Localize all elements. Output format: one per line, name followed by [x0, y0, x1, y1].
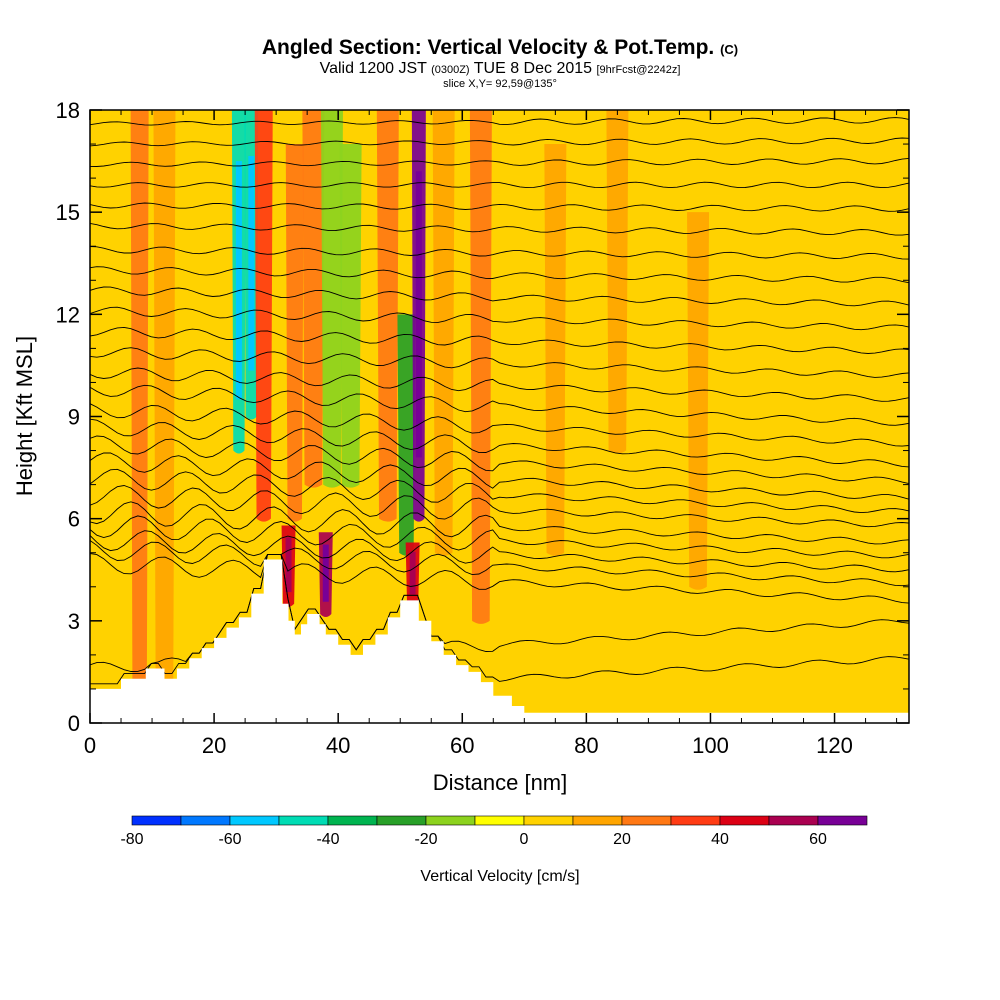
theta-contour-23 [90, 181, 909, 189]
y-tick-label: 6 [68, 507, 80, 532]
colorbar-segment [719, 815, 770, 826]
colorbar-segment [670, 815, 721, 826]
theta-contour-9 [90, 452, 909, 500]
velocity-core-18 [322, 544, 329, 602]
velocity-feature-5 [285, 144, 304, 522]
colorbar-segment [327, 815, 378, 826]
theta-contour-15 [90, 347, 909, 378]
colorbar-segment [572, 815, 623, 826]
colorbar-segment [180, 815, 231, 826]
y-tick-label: 18 [56, 98, 80, 123]
slice-info: slice X,Y= 92,59@135° [443, 78, 557, 90]
velocity-core-19 [409, 551, 416, 595]
colorbar-segment [474, 815, 525, 826]
y-tick-label: 12 [56, 302, 80, 327]
x-tick-label: 60 [450, 733, 474, 758]
velocity-feature-10 [397, 314, 416, 556]
theta-contour-21 [90, 222, 909, 236]
theta-contour-22 [90, 202, 909, 212]
chart-title: Angled Section: Vertical Velocity & Pot.… [261, 36, 739, 59]
theta-contour-6 [90, 501, 909, 545]
colorbar-segment [817, 815, 868, 826]
theta-contour-4 [90, 530, 909, 573]
velocity-feature-8 [339, 144, 362, 488]
x-tick-label: 80 [574, 733, 598, 758]
velocity-feature-9 [376, 110, 399, 522]
x-tick-label: 100 [692, 733, 729, 758]
terrain-mask [90, 559, 909, 723]
theta-contour-5 [90, 515, 909, 559]
velocity-feature-7 [320, 110, 343, 488]
colorbar-segment [523, 815, 574, 826]
colorbar-segment [768, 815, 819, 826]
velocity-core-2 [235, 161, 242, 400]
velocity-feature-14 [544, 144, 567, 556]
colorbar-tick-label: -60 [218, 831, 241, 848]
chart-subtitle: Valid 1200 JST (0300Z) TUE 8 Dec 2015 [9… [319, 60, 681, 77]
colorbar-tick-label: 40 [711, 831, 729, 848]
theta-contour-12 [90, 403, 909, 447]
plot-area [90, 110, 909, 723]
velocity-feature-15 [606, 110, 629, 454]
velocity-core-3 [248, 155, 255, 371]
x-axis-label: Distance [nm] [433, 770, 568, 795]
y-tick-label: 15 [56, 200, 80, 225]
theta-contour-19 [90, 266, 909, 284]
colorbar-label: Vertical Velocity [cm/s] [420, 868, 579, 885]
theta-contour-18 [90, 286, 909, 307]
colorbar-segment [376, 815, 427, 826]
colorbar-tick-label: 60 [809, 831, 827, 848]
vertical-velocity-background [90, 110, 909, 723]
y-axis-label: Height [Kft MSL] [12, 336, 37, 496]
colorbar-segment [229, 815, 280, 826]
potential-temperature-contours [90, 117, 909, 685]
theta-contour-26 [90, 117, 909, 126]
velocity-feature-16 [687, 212, 710, 590]
colorbar-tick-label: 20 [613, 831, 631, 848]
velocity-feature-0 [130, 110, 149, 692]
theta-contour-10 [90, 435, 909, 485]
velocity-feature-1 [153, 110, 176, 692]
theta-contour-3 [90, 540, 909, 587]
colorbar-segment [621, 815, 672, 826]
theta-contour-1 [90, 553, 909, 672]
theta-contour-13 [90, 384, 909, 426]
theta-contour-7 [90, 485, 909, 528]
x-tick-label: 20 [202, 733, 226, 758]
y-tick-label: 0 [68, 711, 80, 736]
theta-contour-25 [90, 137, 909, 147]
velocity-feature-13 [469, 110, 492, 624]
velocity-core-11 [415, 171, 422, 458]
colorbar-tick-label: 0 [520, 831, 529, 848]
y-tick-label: 9 [68, 405, 80, 430]
colorbar-segment [131, 815, 182, 826]
x-tick-label: 0 [84, 733, 96, 758]
colorbar: -80 -60 -40 -20 0 20 40 60 [120, 815, 868, 848]
velocity-feature-6 [302, 110, 325, 488]
theta-contour-14 [90, 367, 909, 402]
colorbar-segment [278, 815, 329, 826]
theta-contour-17 [90, 306, 909, 331]
theta-contour-24 [90, 157, 909, 167]
x-tick-label: 120 [816, 733, 853, 758]
axes: 0 20 40 60 80 100 120 0 3 6 9 12 15 18 [56, 98, 909, 758]
colorbar-tick-label: -40 [316, 831, 339, 848]
velocity-feature-4 [254, 110, 273, 522]
theta-contour-11 [90, 418, 909, 468]
vertical-velocity-field [130, 110, 710, 692]
theta-contour-20 [90, 246, 909, 260]
theta-contour-16 [90, 326, 909, 354]
y-tick-label: 3 [68, 609, 80, 634]
theta-contour-2 [90, 553, 909, 604]
velocity-feature-12 [432, 110, 455, 556]
velocity-core-17 [285, 537, 292, 593]
colorbar-tick-label: -80 [120, 831, 143, 848]
theta-contour-8 [90, 468, 909, 514]
colorbar-tick-label: -20 [414, 831, 437, 848]
colorbar-segment [425, 815, 476, 826]
x-tick-label: 40 [326, 733, 350, 758]
